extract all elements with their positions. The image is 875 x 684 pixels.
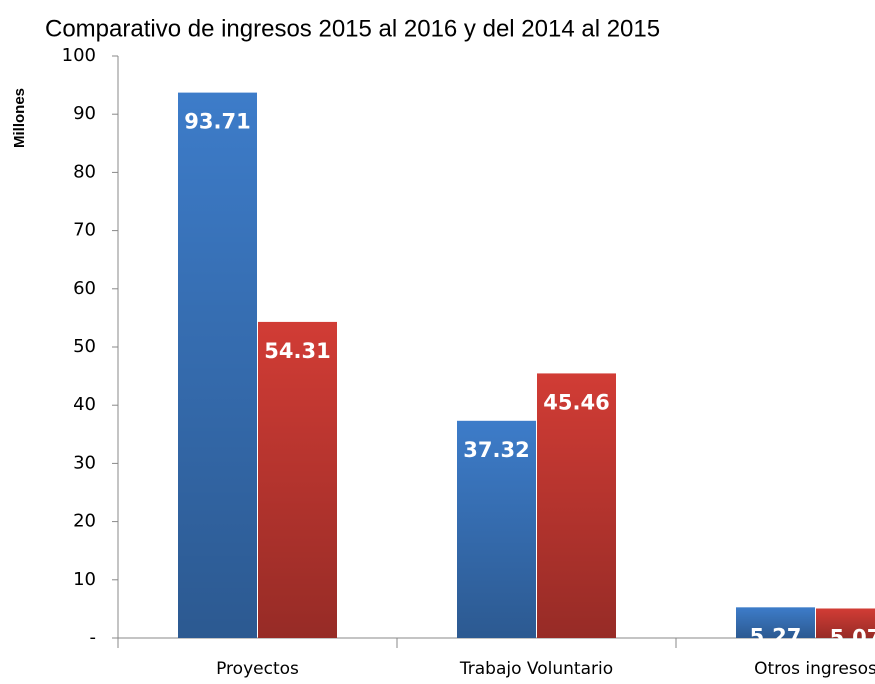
y-tick-label: 70 [73,220,96,241]
y-tick-label: 10 [73,569,96,590]
y-tick-label: 40 [73,394,96,415]
data-label: 5.07 [830,625,875,649]
data-label: 93.71 [184,110,250,134]
y-tick-label: - [90,627,97,648]
bar-shade [178,92,257,639]
bar-shade [736,607,815,638]
bar-shade [258,321,337,638]
x-tick-label: Trabajo Voluntario [459,659,613,679]
data-label: 5.27 [750,624,802,648]
y-axis-label: Millones [11,88,28,148]
data-label: 45.46 [543,390,609,414]
y-tick-label: 60 [73,278,96,299]
y-tick-label: 100 [62,45,96,66]
chart-title: Comparativo de ingresos 2015 al 2016 y d… [45,15,660,42]
y-tick-label: 20 [73,511,96,532]
y-tick-label: 30 [73,452,96,473]
data-label: 37.32 [463,438,529,462]
x-tick-label: Otros ingresos [754,659,875,679]
bar-shade [816,608,875,638]
x-tick-label: Proyectos [216,659,299,679]
y-tick-label: 50 [73,336,96,357]
y-tick-label: 80 [73,161,96,182]
bar-shade [537,373,616,638]
y-tick-label: 90 [73,103,96,124]
data-label: 54.31 [264,339,330,363]
bar-shade [457,420,536,638]
